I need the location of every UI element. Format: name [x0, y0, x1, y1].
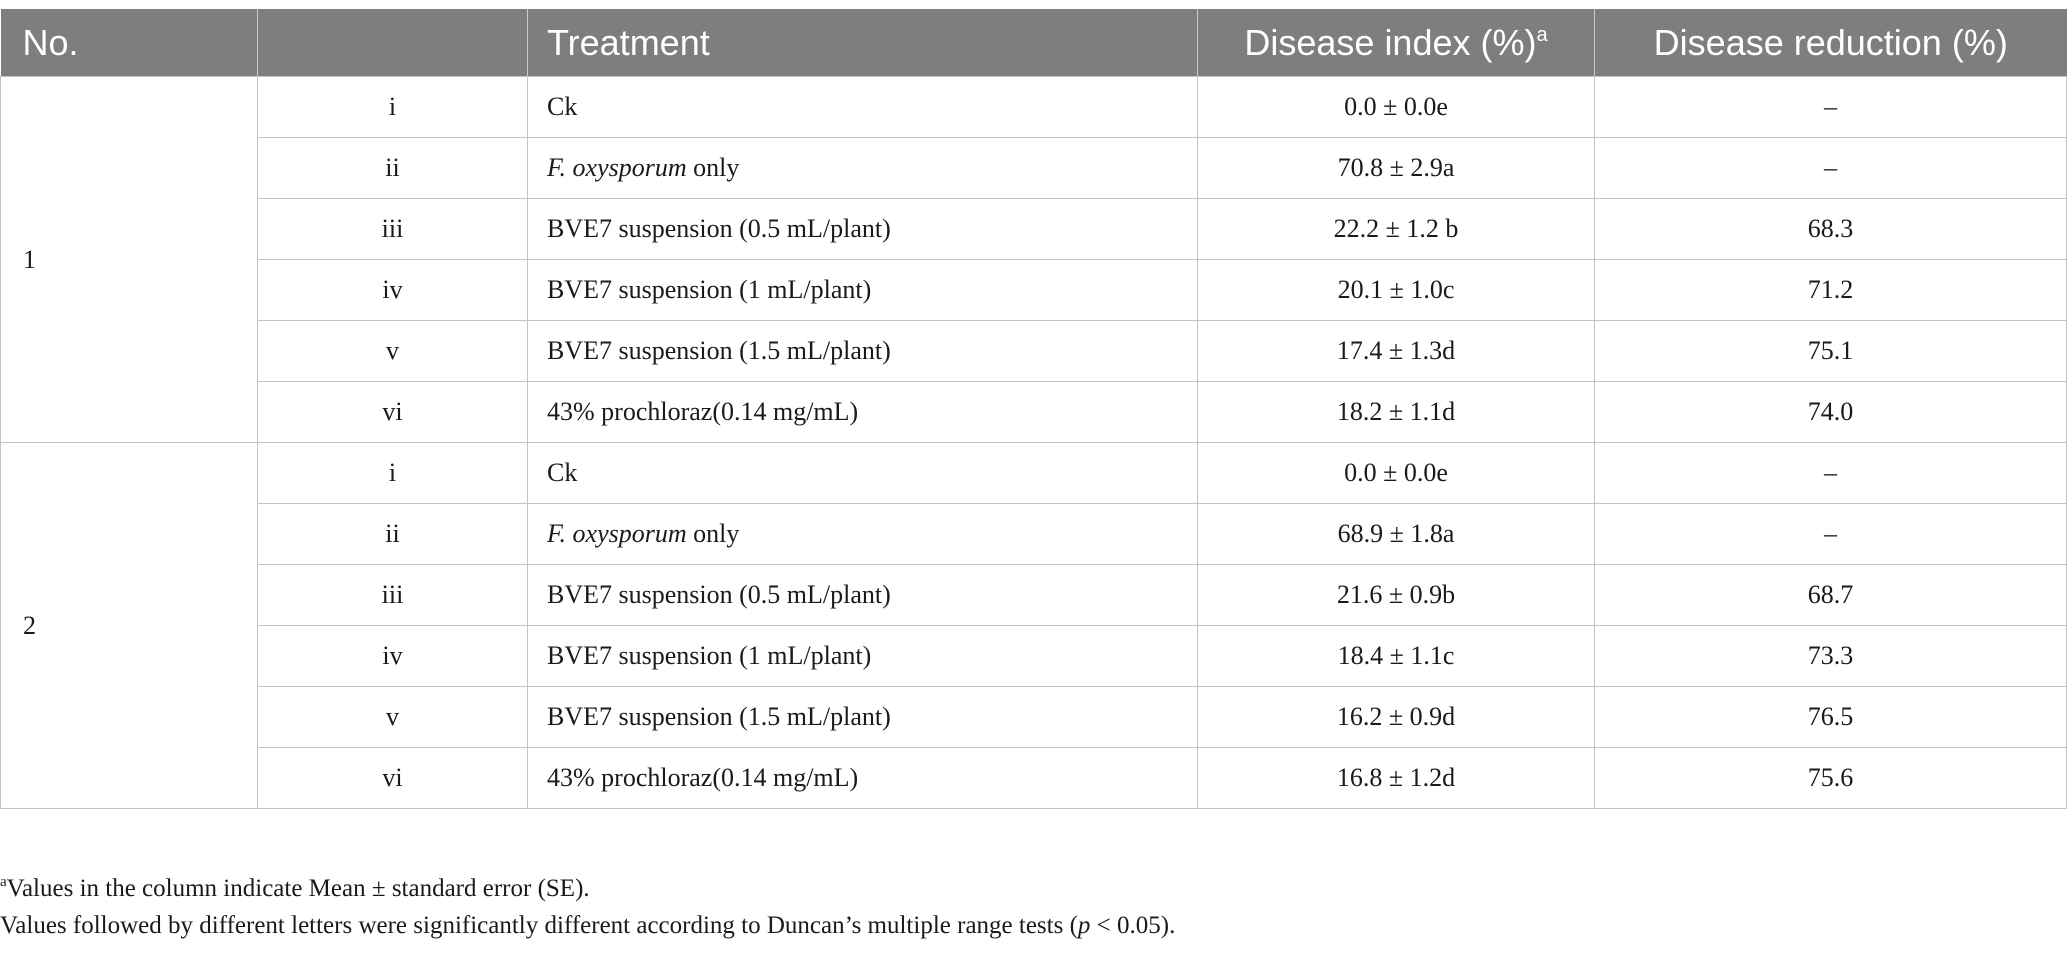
- disease-reduction-cell: 68.7: [1594, 564, 2067, 626]
- treatment-text: Ck: [547, 92, 578, 121]
- disease-reduction-cell: 75.6: [1594, 747, 2067, 809]
- treatment-id-cell: iv: [257, 259, 528, 321]
- treatment-cell: BVE7 suspension (0.5 mL/plant): [527, 198, 1198, 260]
- treatment-cell: Ck: [527, 442, 1198, 504]
- footnote-1-text: Values in the column indicate Mean ± sta…: [6, 875, 590, 902]
- table-row: ii F. oxysporum only 70.8 ± 2.9a –: [1, 137, 2067, 199]
- treatment-id-cell: iv: [257, 625, 528, 687]
- treatment-cell: 43% prochloraz(0.14 mg/mL): [527, 747, 1198, 809]
- header-row: No. Treatment Disease index (%)a Disease…: [0, 9, 2067, 77]
- disease-reduction-cell: –: [1594, 442, 2067, 504]
- table-row: iii BVE7 suspension (0.5 mL/plant) 21.6 ± …: [1, 564, 2067, 626]
- disease-index-cell: 17.4 ± 1.3d: [1197, 320, 1595, 382]
- disease-index-cell: 0.0 ± 0.0e: [1197, 442, 1595, 504]
- disease-reduction-cell: 68.3: [1594, 198, 2067, 260]
- table-row: iv BVE7 suspension (1 mL/plant) 18.4 ± 1.1…: [1, 625, 2067, 687]
- treatment-cell: BVE7 suspension (1 mL/plant): [527, 625, 1198, 687]
- disease-index-cell: 0.0 ± 0.0e: [1197, 76, 1595, 138]
- treatment-text: BVE7 suspension (0.5 mL/plant): [547, 214, 891, 243]
- disease-reduction-cell: 71.2: [1594, 259, 2067, 321]
- disease-index-cell: 16.8 ± 1.2d: [1197, 747, 1595, 809]
- group-number-cell: 1: [0, 76, 258, 443]
- treatment-cell: BVE7 suspension (1 mL/plant): [527, 259, 1198, 321]
- treatment-cell: F. oxysporum only: [527, 503, 1198, 565]
- disease-reduction-cell: –: [1594, 76, 2067, 138]
- treatment-id-cell: iii: [257, 198, 528, 260]
- disease-index-cell: 16.2 ± 0.9d: [1197, 686, 1595, 748]
- table-row: v BVE7 suspension (1.5 mL/plant) 17.4 ± 1.…: [1, 320, 2067, 382]
- group-number-cell: 2: [0, 442, 258, 809]
- footnote-1-mark: a: [0, 874, 7, 890]
- footnote-2-p-symbol: p: [1077, 912, 1091, 939]
- disease-index-cell: 68.9 ± 1.8a: [1197, 503, 1595, 565]
- disease-reduction-cell: 74.0: [1594, 381, 2067, 443]
- header-disease-index: Disease index (%)a: [1197, 9, 1595, 77]
- disease-index-cell: 22.2 ± 1.2 b: [1197, 198, 1595, 260]
- table-row: v BVE7 suspension (1.5 mL/plant) 16.2 ± 0.…: [1, 686, 2067, 748]
- treatment-species-name: F. oxysporum: [547, 153, 687, 182]
- footnote-2-text-end: < 0.05).: [1090, 912, 1176, 939]
- treatment-id-cell: v: [257, 320, 528, 382]
- disease-index-cell: 70.8 ± 2.9a: [1197, 137, 1595, 199]
- header-disease-reduction: Disease reduction (%): [1594, 9, 2067, 77]
- table-row: vi 43% prochloraz(0.14 mg/mL) 18.2 ± 1.1d 7…: [1, 381, 2067, 443]
- table-header: No. Treatment Disease index (%)a Disease…: [0, 9, 2067, 77]
- disease-index-cell: 18.4 ± 1.1c: [1197, 625, 1595, 687]
- treatment-cell: 43% prochloraz(0.14 mg/mL): [527, 381, 1198, 443]
- disease-index-cell: 21.6 ± 0.9b: [1197, 564, 1595, 626]
- treatment-text: BVE7 suspension (1 mL/plant): [547, 275, 872, 304]
- table-row: iii BVE7 suspension (0.5 mL/plant) 22.2 ± …: [1, 198, 2067, 260]
- treatment-text-suffix: only: [686, 519, 740, 548]
- treatment-species-name: F. oxysporum: [547, 519, 687, 548]
- table-footnotes: aValues in the column indicate Mean ± st…: [0, 870, 2060, 944]
- treatment-text: 43% prochloraz(0.14 mg/mL): [547, 763, 859, 792]
- header-disease-index-label: Disease index (%): [1244, 21, 1537, 63]
- treatment-cell: BVE7 suspension (0.5 mL/plant): [527, 564, 1198, 626]
- treatment-cell: Ck: [527, 76, 1198, 138]
- footnote-1: aValues in the column indicate Mean ± st…: [0, 870, 2060, 907]
- treatment-id-cell: vi: [257, 381, 528, 443]
- disease-reduction-cell: 73.3: [1594, 625, 2067, 687]
- table-row: 2 i Ck 0.0 ± 0.0e –: [0, 442, 2067, 809]
- footnote-2: Values followed by different letters wer…: [0, 907, 2060, 944]
- table-row: ii F. oxysporum only 68.9 ± 1.8a –: [1, 503, 2067, 565]
- results-table-container: No. Treatment Disease index (%)a Disease…: [0, 9, 2067, 809]
- header-treatment: Treatment: [527, 9, 1198, 77]
- treatment-text: BVE7 suspension (1.5 mL/plant): [547, 702, 891, 731]
- header-sub: [257, 9, 528, 77]
- disease-reduction-cell: 76.5: [1594, 686, 2067, 748]
- treatment-id-cell: i: [257, 76, 528, 138]
- table-body: 1 i Ck 0.0 ± 0.0e – ii F. oxysporum only 70.8 ±…: [0, 76, 2067, 809]
- treatment-id-cell: ii: [257, 503, 528, 565]
- disease-reduction-cell: –: [1594, 137, 2067, 199]
- footnote-2-text-start: Values followed by different letters wer…: [0, 912, 1078, 939]
- treatment-cell: BVE7 suspension (1.5 mL/plant): [527, 686, 1198, 748]
- table-row: iv BVE7 suspension (1 mL/plant) 20.1 ± 1.0…: [1, 259, 2067, 321]
- treatment-cell: F. oxysporum only: [527, 137, 1198, 199]
- treatment-text: BVE7 suspension (1 mL/plant): [547, 641, 872, 670]
- treatment-text: BVE7 suspension (0.5 mL/plant): [547, 580, 891, 609]
- treatment-text: BVE7 suspension (1.5 mL/plant): [547, 336, 891, 365]
- treatment-id-cell: iii: [257, 564, 528, 626]
- treatment-text: 43% prochloraz(0.14 mg/mL): [547, 397, 859, 426]
- table-row: 1 i Ck 0.0 ± 0.0e –: [0, 76, 2067, 443]
- treatment-id-cell: v: [257, 686, 528, 748]
- table-row: vi 43% prochloraz(0.14 mg/mL) 16.8 ± 1.2d 7…: [1, 747, 2067, 809]
- disease-index-table: No. Treatment Disease index (%)a Disease…: [0, 9, 2067, 809]
- treatment-id-cell: vi: [257, 747, 528, 809]
- header-no: No.: [0, 9, 258, 77]
- treatment-id-cell: i: [257, 442, 528, 504]
- disease-reduction-cell: 75.1: [1594, 320, 2067, 382]
- disease-index-cell: 20.1 ± 1.0c: [1197, 259, 1595, 321]
- treatment-id-cell: ii: [257, 137, 528, 199]
- disease-index-cell: 18.2 ± 1.1d: [1197, 381, 1595, 443]
- treatment-text-suffix: only: [686, 153, 740, 182]
- header-disease-index-footnote-mark: a: [1536, 23, 1548, 46]
- disease-reduction-cell: –: [1594, 503, 2067, 565]
- treatment-text: Ck: [547, 458, 578, 487]
- treatment-cell: BVE7 suspension (1.5 mL/plant): [527, 320, 1198, 382]
